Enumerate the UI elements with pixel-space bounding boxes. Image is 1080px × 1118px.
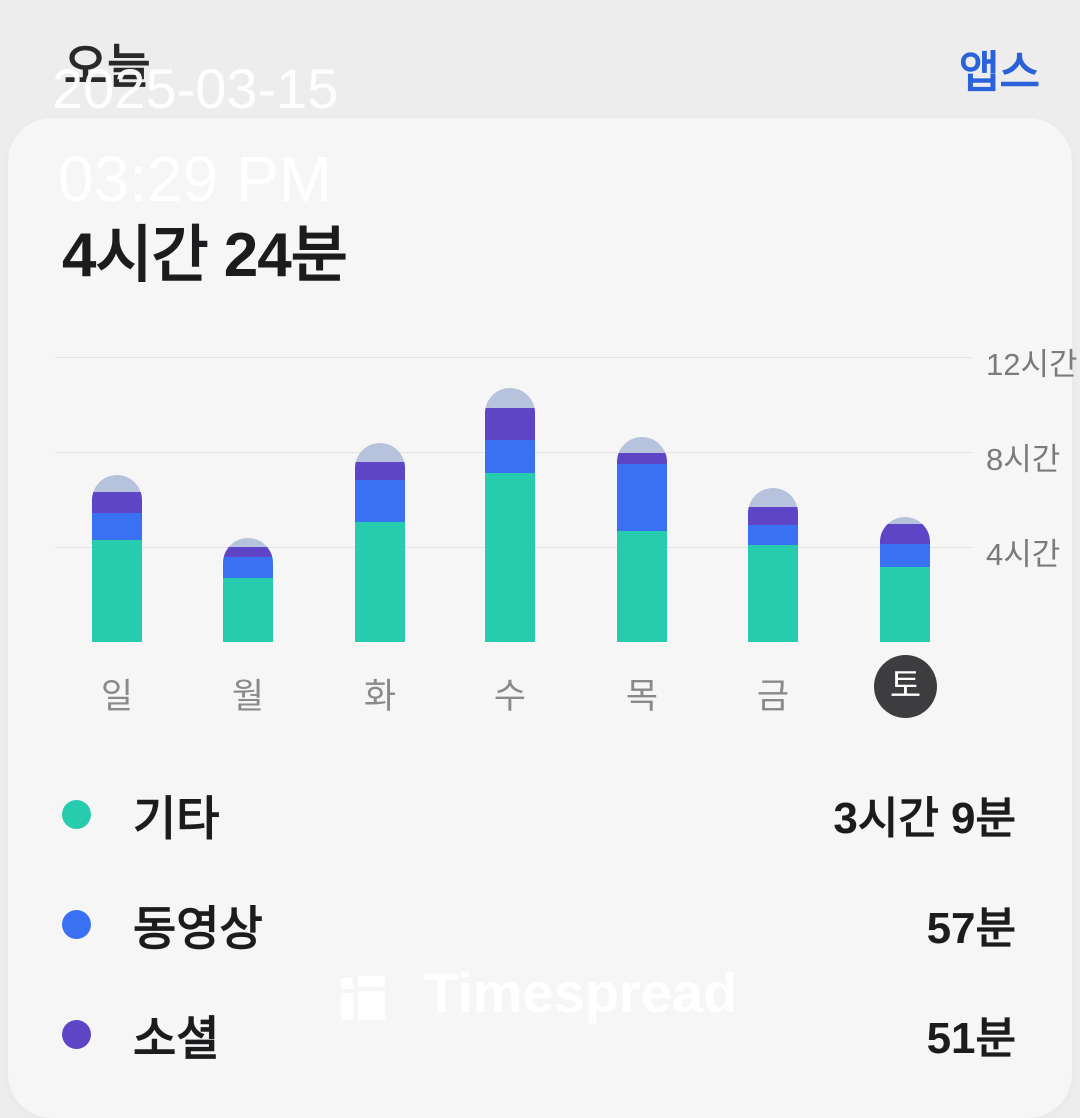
bar-segment-기타 [355,522,405,642]
bar-segment-cap [617,437,667,453]
legend-value: 51분 [926,1014,1016,1063]
legend-row-social: 소셜 51분 [62,1002,1016,1066]
day-label-수[interactable]: 수 [493,677,527,716]
bar-segment-동영상 [748,525,798,545]
legend-label: 동영상 [133,901,263,955]
day-label-today-토[interactable]: 토 [874,655,937,718]
apps-link[interactable]: 앱스 [959,48,1040,97]
usage-bar-화[interactable] [355,443,405,642]
usage-bar-토[interactable] [880,517,930,642]
bar-segment-소셜 [92,492,142,513]
bar-segment-cap [880,517,930,524]
y-axis-tick-label: 4시간 [986,537,1061,572]
bar-segment-cap [748,488,798,507]
legend-value: 57분 [926,904,1016,953]
bar-segment-기타 [485,473,535,642]
day-label-화[interactable]: 화 [363,677,397,716]
bar-segment-동영상 [92,513,142,540]
bar-segment-동영상 [617,464,667,531]
legend-row-video: 동영상 57분 [62,892,1016,956]
usage-bar-월[interactable] [223,538,273,642]
day-label-목[interactable]: 목 [625,677,659,716]
day-label-일[interactable]: 일 [100,677,134,716]
day-label-금[interactable]: 금 [756,677,790,716]
legend-value: 3시간 9분 [833,794,1016,843]
bar-segment-기타 [223,578,273,642]
bar-segment-동영상 [355,480,405,522]
usage-bar-금[interactable] [748,488,798,642]
video-color-dot [62,909,91,939]
other-color-dot [62,799,91,829]
legend-label: 기타 [133,791,220,845]
page-title: 오늘 [64,40,151,93]
weekly-usage-chart [55,330,975,642]
bar-segment-기타 [617,531,667,642]
bar-segment-cap [485,388,535,408]
y-axis-tick-label: 8시간 [986,442,1061,477]
legend-label: 소셜 [133,1011,220,1065]
bar-segment-기타 [748,545,798,642]
bar-segment-기타 [92,540,142,642]
legend-row-other: 기타 3시간 9분 [62,782,1016,846]
bar-segment-cap [92,475,142,492]
bar-segment-cap [223,538,273,547]
gridline-12h [55,357,972,358]
bar-segment-소셜 [485,408,535,440]
bar-segment-소셜 [748,507,798,525]
bar-segment-동영상 [485,440,535,473]
bar-segment-소셜 [880,524,930,544]
bar-segment-동영상 [223,557,273,578]
bar-segment-cap [355,443,405,462]
usage-bar-수[interactable] [485,388,535,642]
day-label-월[interactable]: 월 [231,677,265,716]
bar-segment-소셜 [617,453,667,464]
bar-segment-동영상 [880,544,930,567]
usage-bar-목[interactable] [617,437,667,642]
usage-bar-일[interactable] [92,475,142,642]
bar-segment-소셜 [223,547,273,557]
bar-segment-소셜 [355,462,405,480]
bar-segment-기타 [880,567,930,642]
y-axis-tick-label: 12시간 [986,347,1078,382]
total-screen-time: 4시간 24분 [62,221,348,290]
social-color-dot [62,1019,91,1049]
